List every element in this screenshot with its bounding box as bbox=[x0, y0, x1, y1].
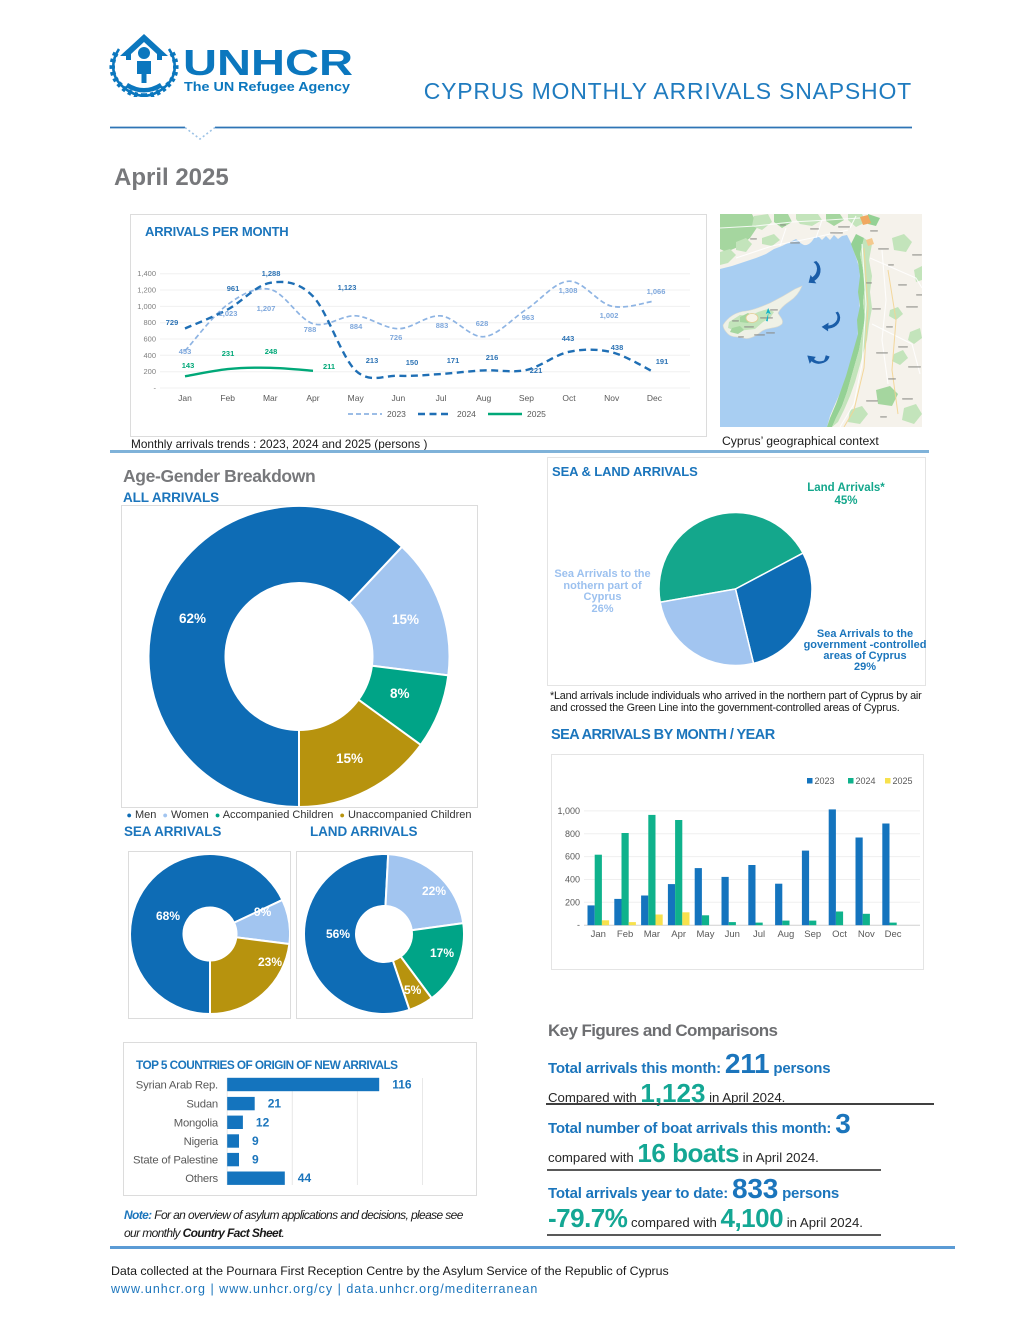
svg-text:800: 800 bbox=[143, 318, 156, 327]
svg-text:17%: 17% bbox=[430, 946, 454, 960]
svg-text:1,123: 1,123 bbox=[338, 283, 357, 292]
svg-text:May: May bbox=[348, 393, 365, 403]
svg-text:2024: 2024 bbox=[856, 776, 876, 786]
svg-text:171: 171 bbox=[447, 356, 460, 365]
svg-text:44: 44 bbox=[298, 1171, 312, 1185]
svg-text:Sudan: Sudan bbox=[186, 1099, 218, 1111]
svg-text:-: - bbox=[577, 920, 580, 930]
svg-text:800: 800 bbox=[565, 829, 580, 839]
svg-text:200: 200 bbox=[143, 367, 156, 376]
svg-text:Nov: Nov bbox=[858, 929, 875, 940]
svg-text:Apr: Apr bbox=[306, 393, 319, 403]
svg-text:Oct: Oct bbox=[562, 393, 576, 403]
svg-text:231: 231 bbox=[222, 349, 235, 358]
svg-text:1,066: 1,066 bbox=[647, 287, 666, 296]
svg-text:221: 221 bbox=[530, 366, 543, 375]
svg-text:May: May bbox=[697, 929, 715, 940]
svg-text:1,000: 1,000 bbox=[557, 806, 580, 816]
svg-text:2023: 2023 bbox=[815, 776, 835, 786]
svg-text:1,308: 1,308 bbox=[559, 286, 578, 295]
svg-text:961: 961 bbox=[227, 284, 240, 293]
svg-text:Jul: Jul bbox=[436, 393, 447, 403]
svg-text:216: 216 bbox=[486, 353, 499, 362]
svg-text:Jul: Jul bbox=[753, 929, 765, 940]
svg-text:The UN Refugee Agency: The UN Refugee Agency bbox=[184, 79, 351, 94]
svg-text:9: 9 bbox=[252, 1153, 259, 1167]
svg-text:1,200: 1,200 bbox=[137, 286, 156, 295]
svg-text:2025: 2025 bbox=[893, 776, 913, 786]
svg-text:453: 453 bbox=[179, 347, 192, 356]
svg-text:963: 963 bbox=[522, 313, 535, 322]
svg-text:5%: 5% bbox=[404, 983, 422, 997]
svg-text:1,023: 1,023 bbox=[219, 309, 238, 318]
svg-text:Aug: Aug bbox=[777, 929, 794, 940]
svg-text:Mongolia: Mongolia bbox=[174, 1117, 219, 1129]
svg-text:68%: 68% bbox=[156, 909, 180, 923]
svg-text:Aug: Aug bbox=[476, 393, 491, 403]
svg-text:21: 21 bbox=[268, 1097, 282, 1111]
svg-text:Oct: Oct bbox=[832, 929, 847, 940]
svg-text:2024: 2024 bbox=[457, 409, 476, 419]
svg-text:9: 9 bbox=[252, 1134, 259, 1148]
svg-text:Jan: Jan bbox=[178, 393, 192, 403]
svg-text:628: 628 bbox=[476, 319, 489, 328]
svg-text:62%: 62% bbox=[179, 611, 206, 626]
svg-text:2025: 2025 bbox=[527, 409, 546, 419]
svg-text:23%: 23% bbox=[258, 955, 282, 969]
svg-text:Feb: Feb bbox=[220, 393, 235, 403]
svg-text:600: 600 bbox=[143, 335, 156, 344]
svg-text:213: 213 bbox=[366, 356, 379, 365]
svg-text:-: - bbox=[154, 384, 157, 393]
svg-text:1,000: 1,000 bbox=[137, 302, 156, 311]
svg-text:1,207: 1,207 bbox=[257, 304, 276, 313]
svg-text:2023: 2023 bbox=[387, 409, 406, 419]
svg-text:Jun: Jun bbox=[725, 929, 740, 940]
svg-text:Nigeria: Nigeria bbox=[184, 1136, 219, 1148]
svg-text:200: 200 bbox=[565, 897, 580, 907]
svg-text:143: 143 bbox=[182, 361, 195, 370]
svg-text:State of Palestine: State of Palestine bbox=[133, 1155, 218, 1167]
svg-text:Dec: Dec bbox=[885, 929, 902, 940]
svg-text:211: 211 bbox=[323, 362, 335, 371]
svg-text:Nov: Nov bbox=[604, 393, 620, 403]
svg-text:116: 116 bbox=[392, 1078, 412, 1092]
svg-text:Jun: Jun bbox=[392, 393, 406, 403]
svg-text:150: 150 bbox=[406, 358, 419, 367]
svg-text:TOP 5 COUNTRIES OF ORIGIN OF N: TOP 5 COUNTRIES OF ORIGIN OF NEW ARRIVAL… bbox=[136, 1058, 398, 1072]
svg-text:Sep: Sep bbox=[804, 929, 821, 940]
svg-text:15%: 15% bbox=[336, 751, 363, 766]
svg-text:UNHCR: UNHCR bbox=[183, 42, 353, 83]
svg-text:884: 884 bbox=[350, 322, 363, 331]
svg-text:1,002: 1,002 bbox=[600, 311, 619, 320]
svg-text:Mar: Mar bbox=[644, 929, 660, 940]
svg-text:600: 600 bbox=[565, 852, 580, 862]
svg-text:56%: 56% bbox=[326, 927, 350, 941]
svg-text:9%: 9% bbox=[254, 905, 272, 919]
svg-text:Dec: Dec bbox=[647, 393, 663, 403]
svg-text:Syrian Arab Rep.: Syrian Arab Rep. bbox=[136, 1080, 218, 1092]
svg-text:15%: 15% bbox=[392, 612, 419, 627]
svg-text:726: 726 bbox=[390, 333, 403, 342]
svg-text:438: 438 bbox=[611, 343, 624, 352]
svg-text:Jan: Jan bbox=[591, 929, 606, 940]
svg-text:Sep: Sep bbox=[519, 393, 534, 403]
svg-text:400: 400 bbox=[143, 351, 156, 360]
svg-text:Feb: Feb bbox=[617, 929, 633, 940]
svg-text:Others: Others bbox=[185, 1173, 218, 1185]
svg-text:248: 248 bbox=[265, 347, 278, 356]
svg-text:443: 443 bbox=[562, 334, 575, 343]
svg-text:1,400: 1,400 bbox=[137, 269, 156, 278]
svg-text:12: 12 bbox=[256, 1115, 270, 1129]
svg-text:1,288: 1,288 bbox=[262, 269, 281, 278]
svg-text:883: 883 bbox=[436, 321, 449, 330]
svg-text:8%: 8% bbox=[390, 686, 410, 701]
svg-text:788: 788 bbox=[304, 325, 317, 334]
svg-text:Mar: Mar bbox=[263, 393, 278, 403]
svg-text:Apr: Apr bbox=[671, 929, 686, 940]
svg-text:191: 191 bbox=[656, 357, 669, 366]
svg-text:22%: 22% bbox=[422, 884, 446, 898]
svg-text:729: 729 bbox=[166, 318, 179, 327]
svg-text:400: 400 bbox=[565, 875, 580, 885]
